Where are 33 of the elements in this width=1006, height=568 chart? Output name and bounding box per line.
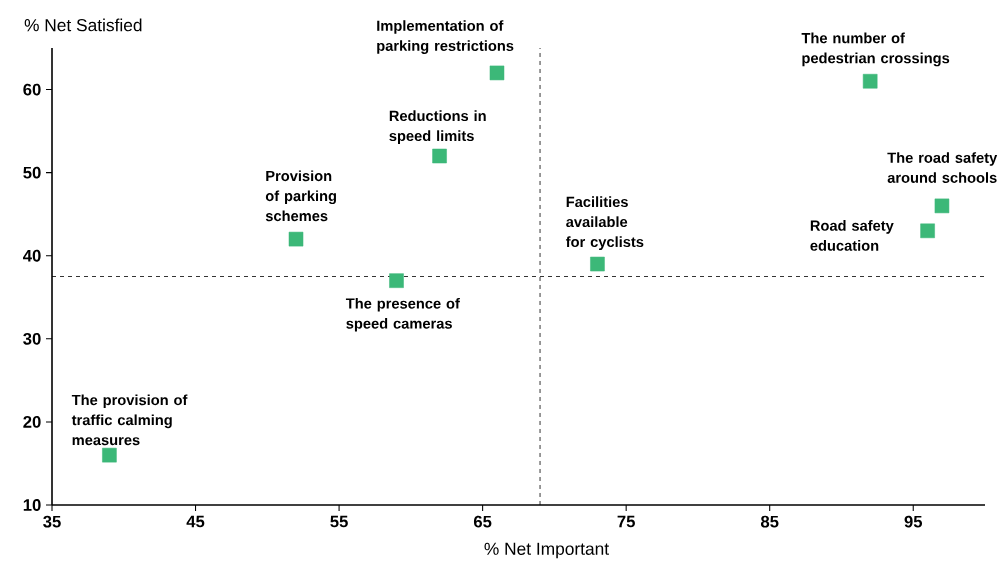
point bbox=[590, 256, 605, 272]
annotation: Reductions in speed limits bbox=[389, 110, 486, 144]
x-axis-title: % Net Important bbox=[484, 542, 609, 559]
x-tick-label: 75 bbox=[617, 515, 635, 528]
annotation: The road safety around schools bbox=[887, 152, 998, 183]
annotation: Road safety education bbox=[810, 220, 894, 251]
y-tick-label: 60 bbox=[23, 83, 41, 96]
point bbox=[432, 148, 447, 164]
x-tick-label: 45 bbox=[186, 515, 205, 528]
annotation: The provision of traffic calming measures bbox=[71, 394, 188, 446]
annotation: Facilities available for cyclists bbox=[565, 196, 644, 250]
point bbox=[489, 65, 505, 81]
y-tick-label: 30 bbox=[23, 332, 41, 345]
annotation: The number of pedestrian crossings bbox=[801, 32, 950, 67]
y-axis-title: % Net Satisfied bbox=[24, 18, 142, 32]
y-tick-label: 50 bbox=[23, 166, 41, 179]
x-tick-label: 85 bbox=[760, 515, 779, 528]
annotation: Implementation of parking restrictions bbox=[377, 20, 514, 54]
annotation: The presence of speed cameras bbox=[345, 297, 460, 332]
point bbox=[862, 73, 878, 89]
point bbox=[934, 198, 950, 214]
point bbox=[288, 231, 304, 247]
x-tick-label: 55 bbox=[330, 515, 348, 528]
x-tick-label: 65 bbox=[473, 515, 492, 528]
y-tick-label: 40 bbox=[23, 249, 41, 262]
point bbox=[389, 273, 404, 288]
point bbox=[920, 223, 935, 239]
y-tick-label: 10 bbox=[23, 499, 41, 511]
point bbox=[102, 447, 117, 463]
x-tick-label: 35 bbox=[43, 515, 61, 528]
x-tick-label: 95 bbox=[904, 515, 923, 528]
annotation: Provision of parking schemes bbox=[265, 170, 336, 222]
y-tick-label: 20 bbox=[23, 416, 41, 428]
